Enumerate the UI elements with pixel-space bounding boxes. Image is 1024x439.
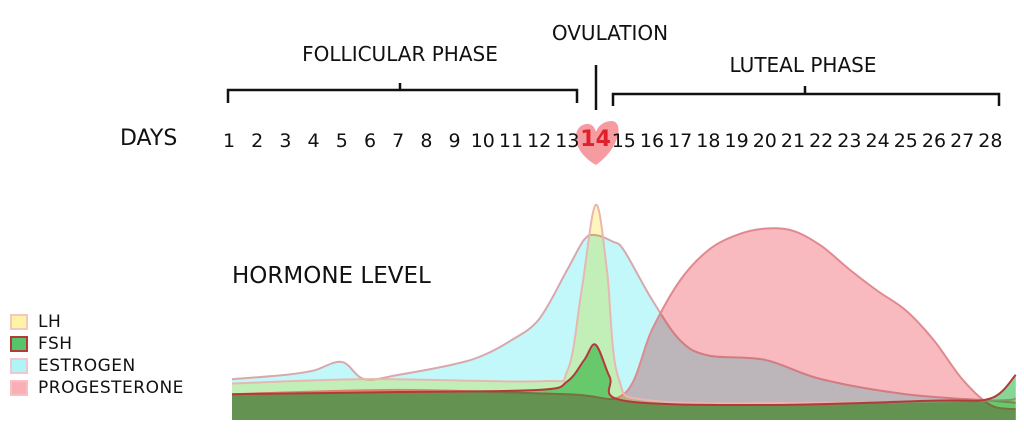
day-tick-24: 24 <box>866 130 890 152</box>
days-label: DAYS <box>120 126 177 151</box>
legend-item-lh: LH <box>10 311 184 333</box>
day-tick-23: 23 <box>837 130 861 152</box>
heart-icon <box>575 121 619 165</box>
day-tick-9: 9 <box>449 130 461 152</box>
day-tick-28: 28 <box>978 130 1002 152</box>
lh-swatch <box>10 314 28 330</box>
legend-label: FSH <box>38 334 73 354</box>
legend: LH FSH ESTROGEN PROGESTERONE <box>10 311 184 399</box>
legend-label: PROGESTERONE <box>38 378 184 398</box>
ovulation-label: OVULATION <box>552 21 668 45</box>
day-tick-2: 2 <box>251 130 263 152</box>
estrogen-area <box>232 234 1016 420</box>
day-tick-12: 12 <box>527 130 551 152</box>
day-tick-14: 14 <box>580 127 611 152</box>
day-tick-5: 5 <box>336 130 348 152</box>
fsh-swatch <box>10 336 28 352</box>
day-tick-25: 25 <box>894 130 918 152</box>
day-tick-13: 13 <box>555 130 579 152</box>
day-tick-11: 11 <box>499 130 523 152</box>
legend-label: LH <box>38 312 62 332</box>
follicular-phase-label: FOLLICULAR PHASE <box>302 42 498 66</box>
day-tick-15: 15 <box>612 130 636 152</box>
luteal-phase-label: LUTEAL PHASE <box>730 53 877 77</box>
day-tick-21: 21 <box>781 130 805 152</box>
day-tick-19: 19 <box>725 130 749 152</box>
day-tick-4: 4 <box>308 130 320 152</box>
day-tick-10: 10 <box>471 130 495 152</box>
day-tick-26: 26 <box>922 130 946 152</box>
day-tick-16: 16 <box>640 130 664 152</box>
estrogen-swatch <box>10 358 28 374</box>
luteal-bracket <box>611 86 1001 106</box>
day-tick-1: 1 <box>223 130 235 152</box>
progesterone-swatch <box>10 380 28 396</box>
day-tick-6: 6 <box>364 130 376 152</box>
day-tick-22: 22 <box>809 130 833 152</box>
day-tick-18: 18 <box>696 130 720 152</box>
day-tick-20: 20 <box>753 130 777 152</box>
day-tick-27: 27 <box>950 130 974 152</box>
fsh-line <box>231 343 1017 406</box>
legend-item-progesterone: PROGESTERONE <box>10 377 184 399</box>
day-tick-17: 17 <box>668 130 692 152</box>
day-tick-8: 8 <box>420 130 432 152</box>
legend-item-estrogen: ESTROGEN <box>10 355 184 377</box>
day-ticks: 1 2 3 4 5 6 7 8 9 10 11 12 13 14 15 16 17 18 19 20 21 22 23 24 2… <box>223 127 1003 152</box>
fsh-area <box>232 344 1016 420</box>
hormone-level-label: HORMONE LEVEL <box>232 263 431 289</box>
hormone-areas <box>231 203 1017 420</box>
legend-label: ESTROGEN <box>38 356 136 376</box>
legend-item-fsh: FSH <box>10 333 184 355</box>
follicular-bracket <box>226 83 579 103</box>
progesterone-area <box>232 228 1016 420</box>
day-tick-7: 7 <box>392 130 404 152</box>
day-tick-3: 3 <box>279 130 291 152</box>
